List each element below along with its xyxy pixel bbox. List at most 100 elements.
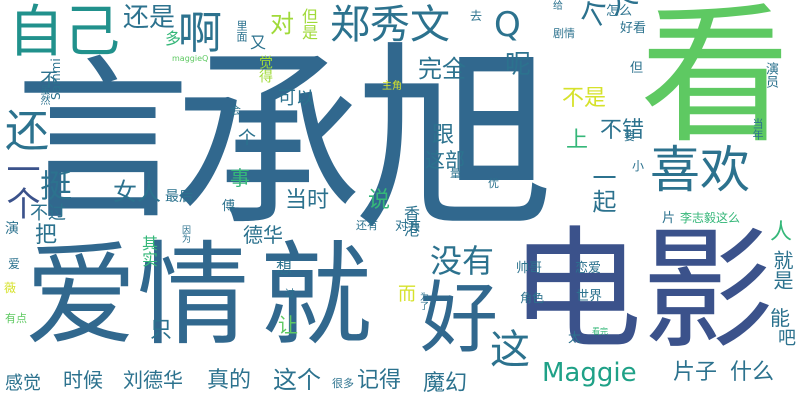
word: 让: [278, 313, 298, 337]
word: 自己: [8, 0, 120, 65]
word: 呢: [505, 50, 532, 80]
word: 但是: [299, 8, 318, 40]
word: 很多: [332, 377, 354, 390]
word: 虽然: [38, 85, 49, 105]
word: 看完: [592, 327, 608, 336]
word: 这: [490, 327, 530, 373]
word: 能: [770, 306, 790, 330]
word: 但: [630, 61, 644, 76]
word: 要: [624, 130, 635, 143]
word: 想: [276, 258, 293, 277]
word: 而: [398, 284, 416, 305]
word: 没有: [430, 242, 495, 280]
word: 这个: [273, 366, 321, 394]
word: Sammi: [49, 58, 63, 100]
word: 好: [420, 274, 499, 364]
word: maggieQ: [172, 54, 209, 63]
word: 演员: [763, 62, 778, 88]
word: 香港: [401, 205, 420, 237]
word: 魔幻: [423, 371, 468, 396]
word: 记得: [357, 368, 402, 393]
word: 喜欢: [650, 141, 750, 199]
word: 郑秀文: [330, 2, 450, 48]
word: 旭: [355, 25, 556, 258]
word: 跟: [432, 123, 455, 148]
word: 又: [250, 33, 267, 52]
word: 把: [35, 223, 58, 248]
word: 会: [230, 104, 241, 117]
word: 主角: [382, 81, 402, 92]
word: 演: [5, 221, 19, 237]
word: 为了: [418, 292, 428, 310]
word: 就是: [770, 250, 794, 290]
word: 不是: [562, 86, 607, 111]
word: 傅: [222, 199, 236, 214]
word: 人: [770, 220, 793, 245]
word: 一个: [0, 152, 40, 220]
word: 其实: [139, 235, 158, 267]
word: 不错: [600, 118, 645, 143]
word: 刘德华: [123, 368, 183, 392]
word: 说: [368, 188, 391, 213]
word: 看: [640, 0, 791, 164]
word: 片: [662, 211, 676, 226]
word: 电影: [510, 214, 774, 368]
word: 去: [470, 9, 483, 23]
word: 太: [568, 331, 582, 346]
word: 挺: [40, 167, 73, 205]
word: 还: [5, 106, 49, 157]
word: 对: [270, 10, 294, 38]
word: 就: [260, 231, 372, 361]
word: 剧情: [553, 27, 575, 40]
word: 觉得: [257, 55, 273, 83]
word: 一起: [588, 165, 616, 213]
word: 多: [162, 30, 181, 46]
word: 帅哥: [516, 261, 543, 276]
word: Q: [494, 5, 521, 45]
word: 优: [488, 177, 499, 190]
word: 还是: [123, 3, 176, 33]
word: 真的: [207, 368, 252, 393]
word: 可以: [278, 88, 314, 109]
word: 片子: [673, 360, 718, 385]
word: 时候: [63, 368, 103, 392]
word: 什么: [730, 360, 775, 385]
word: 还有: [356, 219, 378, 232]
word: 对方: [395, 219, 422, 234]
word: 李志毅这么: [680, 211, 741, 225]
word: 上: [566, 128, 589, 153]
word: 小: [632, 159, 645, 173]
word: 薇: [4, 281, 17, 295]
word: 有点: [5, 312, 27, 325]
word: 只: [150, 318, 173, 343]
word: 承: [172, 32, 363, 253]
word: 世界: [576, 289, 603, 304]
word: 最后: [165, 189, 193, 205]
word: 德华: [243, 223, 283, 247]
word: 给: [553, 1, 563, 12]
word: 啊: [178, 8, 222, 59]
word: 角色: [520, 291, 545, 305]
word: 里面: [235, 20, 248, 42]
word: 感觉: [5, 373, 41, 394]
word: 不: [40, 70, 58, 91]
word: 因为: [180, 225, 190, 243]
word: 这部: [425, 148, 465, 172]
word: 女人: [113, 178, 161, 206]
word: 当年: [751, 118, 764, 140]
word: 怎么: [606, 4, 633, 19]
word: 爱: [8, 257, 21, 271]
word: 恋爱: [575, 261, 602, 276]
word: 过: [285, 289, 295, 300]
word: 不过: [30, 203, 66, 224]
word: 爱情: [25, 231, 249, 361]
word: Maggie: [542, 358, 637, 388]
word: 个: [238, 128, 256, 149]
word: 好看: [620, 21, 647, 36]
word: 当时: [285, 188, 330, 213]
word: 吧: [778, 328, 796, 349]
word: 量: [450, 167, 461, 180]
word: 事: [230, 166, 250, 190]
word: 言: [15, 41, 190, 244]
